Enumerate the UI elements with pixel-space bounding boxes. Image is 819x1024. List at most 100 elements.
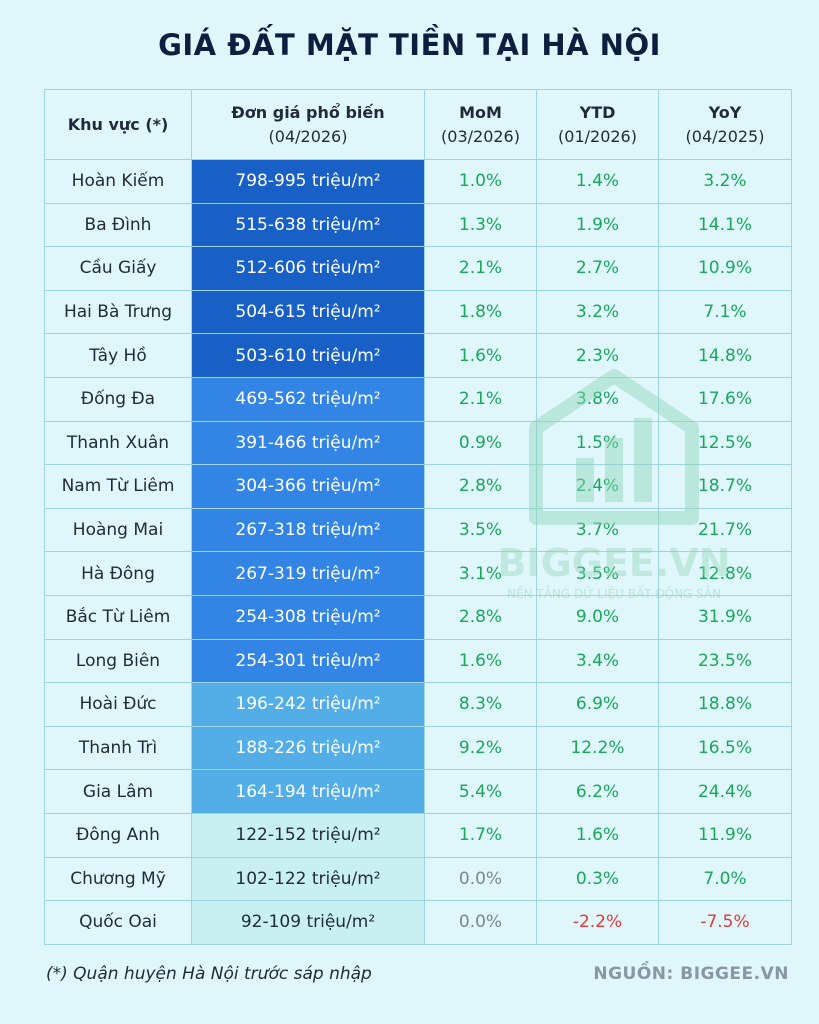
table-row: Hoài Đức 196-242 triệu/m² 8.3% 6.9% 18.8… [44, 682, 792, 727]
yoy-cell: -7.5% [658, 900, 792, 945]
region-cell: Thanh Trì [44, 725, 192, 771]
header-region: Khu vực (*) [44, 89, 192, 160]
mom-cell: 5.4% [424, 769, 537, 814]
yoy-cell: 7.0% [658, 856, 792, 902]
table-row: Đống Đa 469-562 triệu/m² 2.1% 3.8% 17.6% [44, 376, 792, 422]
price-cell: 102-122 triệu/m² [191, 856, 425, 902]
ytd-cell: 1.6% [536, 812, 659, 858]
mom-cell: 2.8% [424, 594, 537, 640]
region-cell: Thanh Xuân [44, 420, 192, 466]
table-row: Bắc Từ Liêm 254-308 triệu/m² 2.8% 9.0% 3… [44, 594, 792, 640]
header-ytd: YTD (01/2026) [536, 89, 659, 160]
yoy-cell: 24.4% [658, 769, 792, 814]
ytd-cell: -2.2% [536, 900, 659, 945]
region-cell: Nam Từ Liêm [44, 464, 192, 509]
yoy-cell: 31.9% [658, 594, 792, 640]
yoy-cell: 12.5% [658, 420, 792, 466]
yoy-cell: 3.2% [658, 159, 792, 204]
mom-cell: 3.1% [424, 551, 537, 596]
region-cell: Ba Đình [44, 202, 192, 248]
ytd-cell: 2.4% [536, 464, 659, 509]
price-cell: 267-318 triệu/m² [191, 507, 425, 553]
yoy-cell: 10.9% [658, 246, 792, 291]
ytd-cell: 1.9% [536, 202, 659, 248]
table-row: Hoàn Kiếm 798-995 triệu/m² 1.0% 1.4% 3.2… [44, 159, 792, 204]
mom-cell: 1.6% [424, 333, 537, 378]
mom-cell: 3.5% [424, 507, 537, 553]
price-cell: 196-242 triệu/m² [191, 682, 425, 727]
table-row: Nam Từ Liêm 304-366 triệu/m² 2.8% 2.4% 1… [44, 464, 792, 509]
mom-cell: 2.1% [424, 376, 537, 422]
mom-cell: 1.6% [424, 638, 537, 684]
mom-cell: 1.7% [424, 812, 537, 858]
price-cell: 254-301 triệu/m² [191, 638, 425, 684]
table-row: Ba Đình 515-638 triệu/m² 1.3% 1.9% 14.1% [44, 202, 792, 248]
region-cell: Chương Mỹ [44, 856, 192, 902]
region-cell: Long Biên [44, 638, 192, 684]
yoy-cell: 17.6% [658, 376, 792, 422]
region-cell: Tây Hồ [44, 333, 192, 378]
mom-cell: 1.8% [424, 289, 537, 335]
mom-cell: 1.3% [424, 202, 537, 248]
price-cell: 122-152 triệu/m² [191, 812, 425, 858]
price-cell: 254-308 triệu/m² [191, 594, 425, 640]
ytd-cell: 6.2% [536, 769, 659, 814]
price-cell: 515-638 triệu/m² [191, 202, 425, 248]
region-cell: Hoài Đức [44, 682, 192, 727]
ytd-cell: 3.4% [536, 638, 659, 684]
yoy-cell: 21.7% [658, 507, 792, 553]
region-cell: Hai Bà Trưng [44, 289, 192, 335]
header-yoy: YoY (04/2025) [658, 89, 792, 160]
table-row: Hoàng Mai 267-318 triệu/m² 3.5% 3.7% 21.… [44, 507, 792, 553]
table-row: Hai Bà Trưng 504-615 triệu/m² 1.8% 3.2% … [44, 289, 792, 335]
table-row: Hà Đông 267-319 triệu/m² 3.1% 3.5% 12.8% [44, 551, 792, 596]
ytd-cell: 3.7% [536, 507, 659, 553]
price-cell: 188-226 triệu/m² [191, 725, 425, 771]
region-cell: Quốc Oai [44, 900, 192, 945]
table-row: Quốc Oai 92-109 triệu/m² 0.0% -2.2% -7.5… [44, 900, 792, 945]
mom-cell: 8.3% [424, 682, 537, 727]
region-cell: Bắc Từ Liêm [44, 594, 192, 640]
price-cell: 391-466 triệu/m² [191, 420, 425, 466]
mom-cell: 2.1% [424, 246, 537, 291]
ytd-cell: 6.9% [536, 682, 659, 727]
table-header-row: Khu vực (*) Đơn giá phổ biến (04/2026) M… [44, 89, 792, 160]
ytd-cell: 3.2% [536, 289, 659, 335]
table-row: Tây Hồ 503-610 triệu/m² 1.6% 2.3% 14.8% [44, 333, 792, 378]
yoy-cell: 7.1% [658, 289, 792, 335]
header-price: Đơn giá phổ biến (04/2026) [191, 89, 425, 160]
mom-cell: 0.0% [424, 900, 537, 945]
mom-cell: 1.0% [424, 159, 537, 204]
mom-cell: 0.9% [424, 420, 537, 466]
ytd-cell: 12.2% [536, 725, 659, 771]
region-cell: Hoàng Mai [44, 507, 192, 553]
mom-cell: 2.8% [424, 464, 537, 509]
price-cell: 304-366 triệu/m² [191, 464, 425, 509]
table-row: Long Biên 254-301 triệu/m² 1.6% 3.4% 23.… [44, 638, 792, 684]
region-cell: Đống Đa [44, 376, 192, 422]
table-row: Gia Lâm 164-194 triệu/m² 5.4% 6.2% 24.4% [44, 769, 792, 814]
table-row: Thanh Trì 188-226 triệu/m² 9.2% 12.2% 16… [44, 725, 792, 771]
yoy-cell: 14.8% [658, 333, 792, 378]
source-credit: NGUỒN: BIGGEE.VN [593, 964, 789, 984]
price-cell: 512-606 triệu/m² [191, 246, 425, 291]
ytd-cell: 1.5% [536, 420, 659, 466]
region-cell: Đông Anh [44, 812, 192, 858]
ytd-cell: 0.3% [536, 856, 659, 902]
region-cell: Gia Lâm [44, 769, 192, 814]
yoy-cell: 18.8% [658, 682, 792, 727]
region-cell: Cầu Giấy [44, 246, 192, 291]
region-cell: Hoàn Kiếm [44, 159, 192, 204]
mom-cell: 9.2% [424, 725, 537, 771]
table-row: Thanh Xuân 391-466 triệu/m² 0.9% 1.5% 12… [44, 420, 792, 466]
ytd-cell: 9.0% [536, 594, 659, 640]
price-cell: 469-562 triệu/m² [191, 376, 425, 422]
ytd-cell: 1.4% [536, 159, 659, 204]
price-table: Khu vực (*) Đơn giá phổ biến (04/2026) M… [44, 89, 792, 945]
price-cell: 92-109 triệu/m² [191, 900, 425, 945]
price-cell: 164-194 triệu/m² [191, 769, 425, 814]
price-cell: 798-995 triệu/m² [191, 159, 425, 204]
header-mom: MoM (03/2026) [424, 89, 537, 160]
mom-cell: 0.0% [424, 856, 537, 902]
price-cell: 503-610 triệu/m² [191, 333, 425, 378]
